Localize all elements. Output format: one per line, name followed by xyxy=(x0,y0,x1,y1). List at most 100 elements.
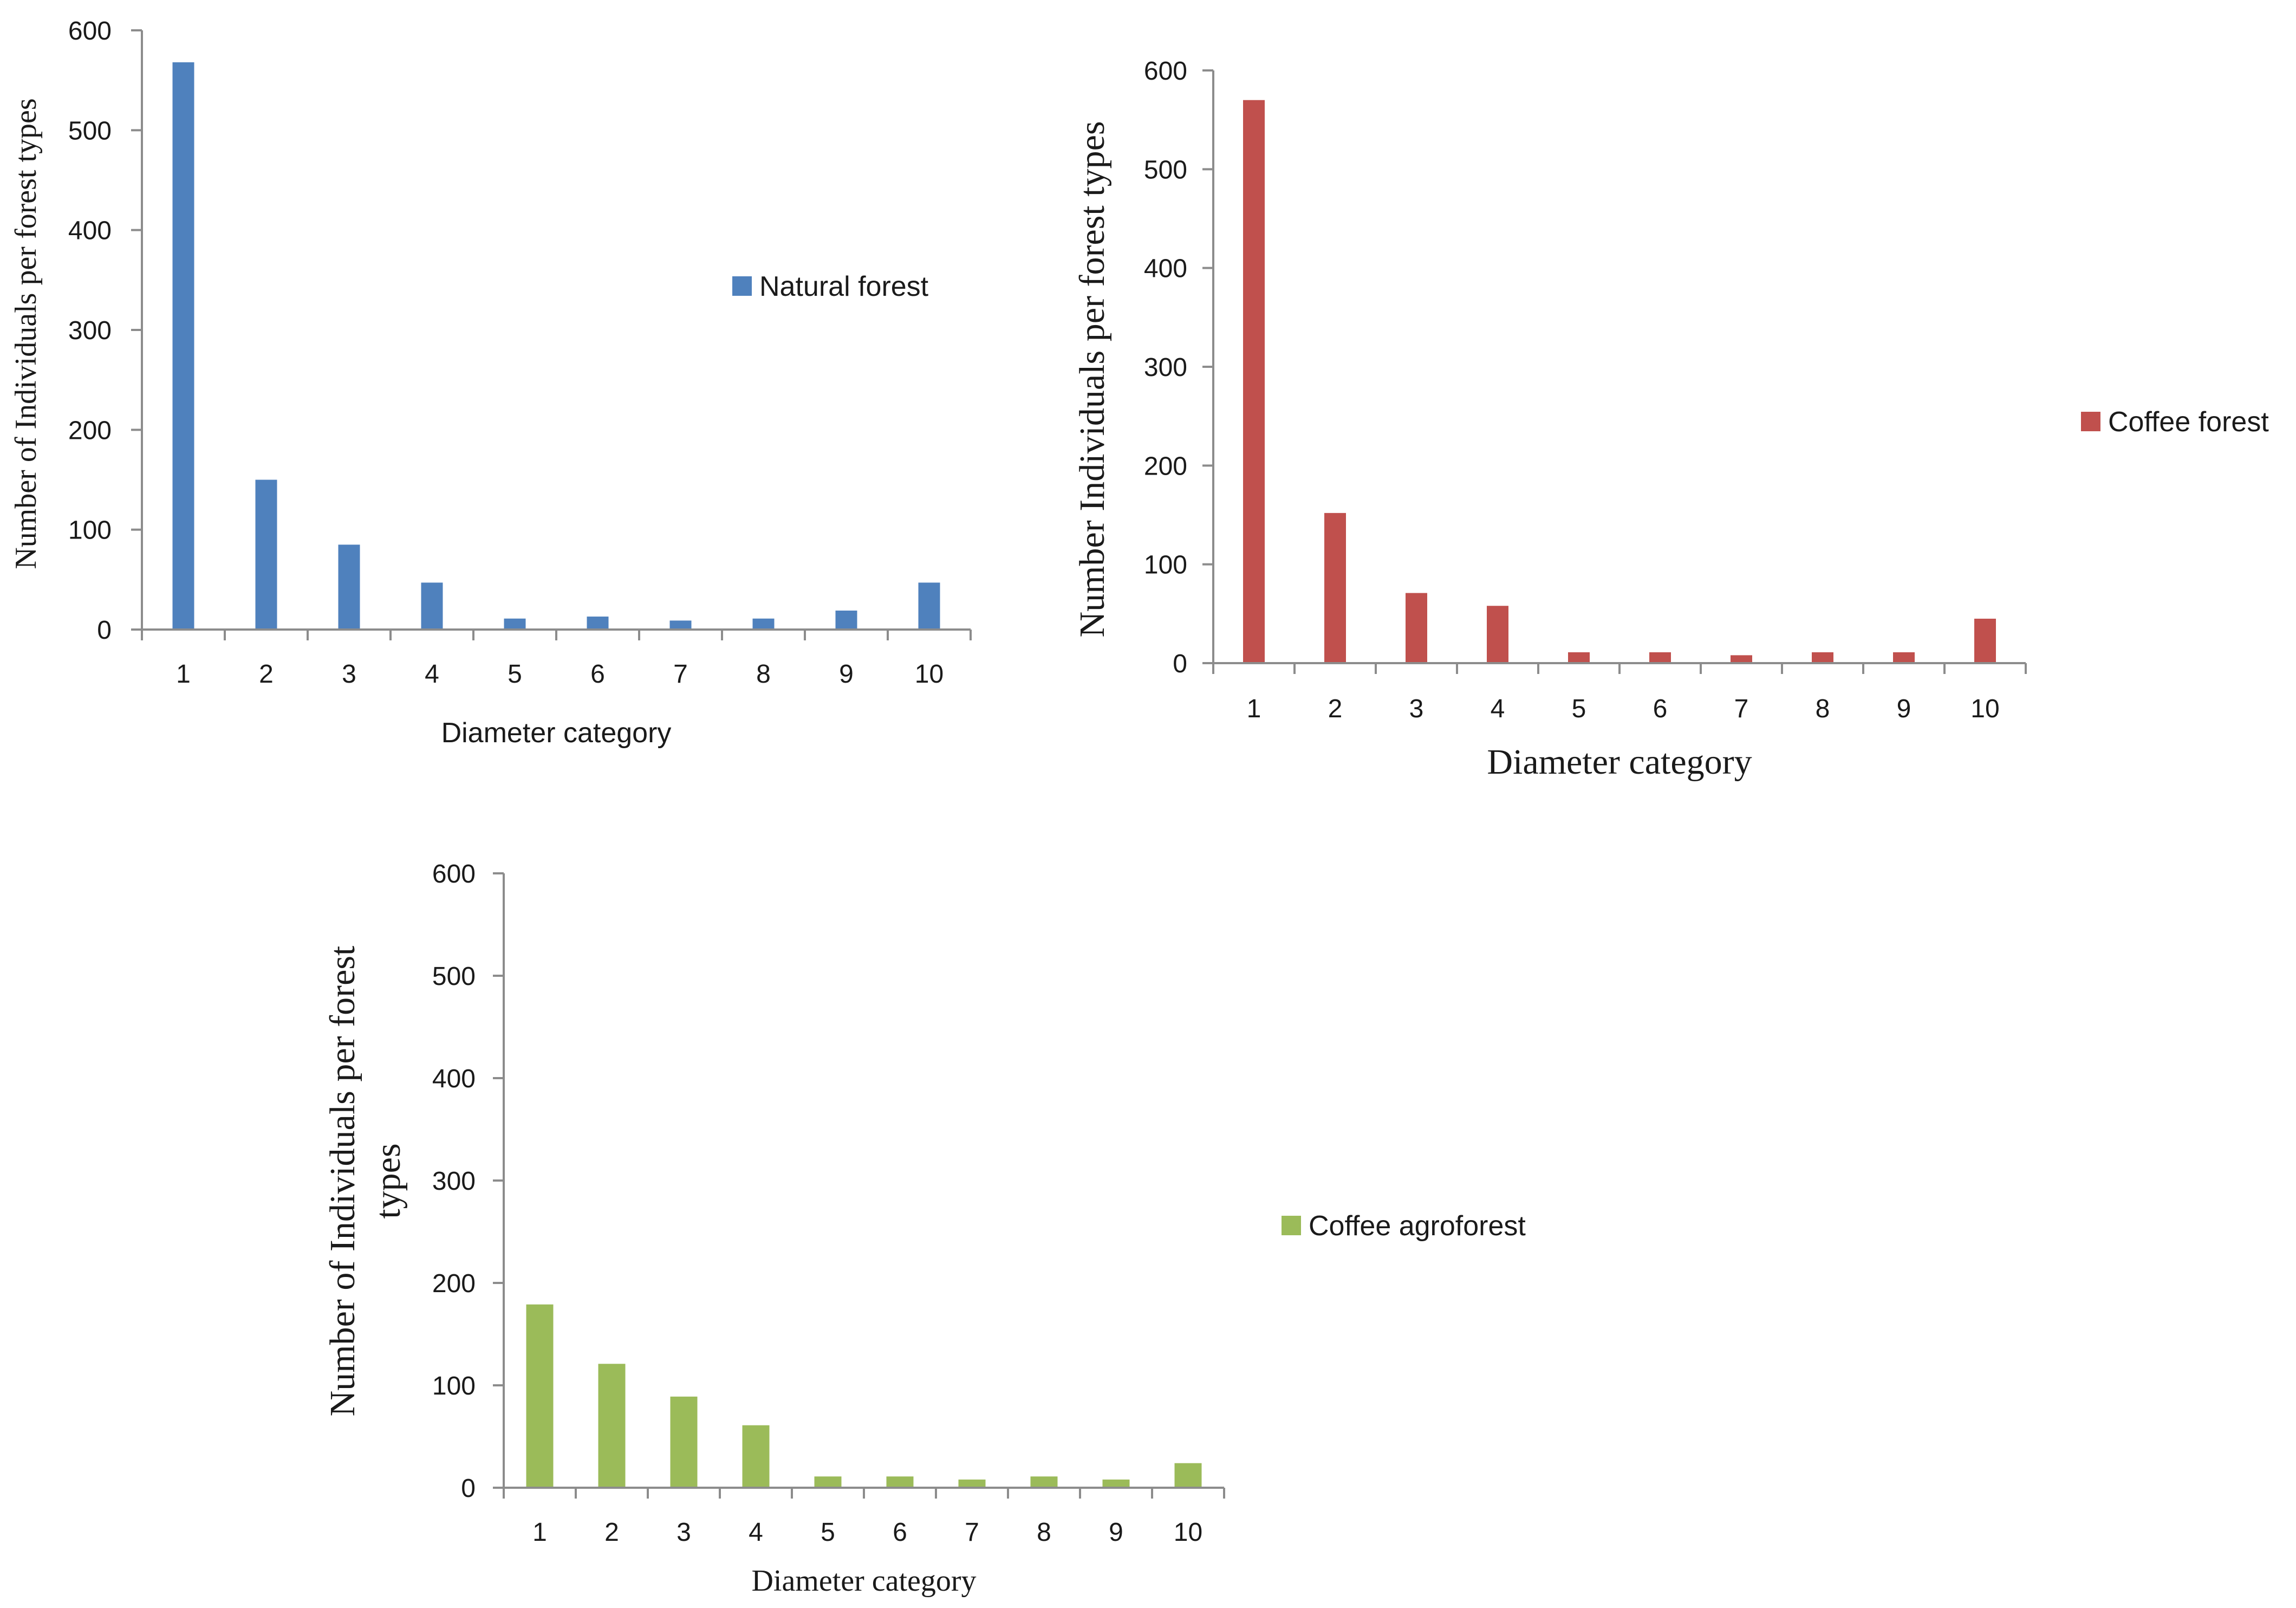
legend-label: Coffee agroforest xyxy=(1309,1210,1526,1242)
y-axis-title: Number Individuals per forest types xyxy=(1072,121,1112,637)
bar-10 xyxy=(918,582,940,630)
x-tick-label: 6 xyxy=(893,1518,907,1547)
y-tick-label: 300 xyxy=(432,1167,476,1196)
legend-label: Coffee forest xyxy=(2108,406,2269,438)
chart-panel-2: 0 100 200 300 400 500 600 1 2 3 4 5 6 7 8 9 10 Diameter c… xyxy=(1072,57,2269,782)
y-tick-label: 200 xyxy=(1144,452,1187,481)
x-tick-label: 9 xyxy=(1109,1518,1123,1547)
bar-10 xyxy=(1174,1463,1202,1488)
bar-8 xyxy=(1030,1476,1058,1488)
bar-8 xyxy=(752,618,775,630)
bar-6 xyxy=(1649,652,1671,663)
bar-5 xyxy=(504,618,526,630)
legend-swatch xyxy=(1282,1216,1301,1235)
x-tick-label: 2 xyxy=(604,1518,619,1547)
x-tick-label: 5 xyxy=(1572,695,1586,723)
legend: Coffee agroforest xyxy=(1282,1210,1526,1242)
x-tick-label: 1 xyxy=(176,660,191,689)
bar-7 xyxy=(958,1479,986,1488)
y-tick-label: 200 xyxy=(432,1269,476,1298)
x-tick-label: 10 xyxy=(1174,1518,1202,1547)
y-tick-label: 600 xyxy=(68,17,112,46)
y-tick-label: 500 xyxy=(1144,155,1187,184)
legend-label: Natural forest xyxy=(759,271,929,302)
x-tick-label: 2 xyxy=(259,660,274,689)
bar-4 xyxy=(421,582,443,630)
bar-6 xyxy=(587,617,609,630)
y-tick-label: 600 xyxy=(432,860,476,889)
y-axis-title-line-2: types xyxy=(368,1143,408,1218)
x-tick-label: 8 xyxy=(756,660,771,689)
x-tick-label: 10 xyxy=(915,660,944,689)
y-tick-label: 600 xyxy=(1144,57,1187,86)
bar-1 xyxy=(526,1304,554,1488)
legend: Coffee forest xyxy=(2081,406,2269,438)
x-tick-label: 7 xyxy=(965,1518,979,1547)
x-axis-title: Diameter category xyxy=(441,717,672,749)
y-tick-label: 100 xyxy=(432,1372,476,1400)
x-tick-label: 7 xyxy=(1734,695,1749,723)
bar-5 xyxy=(1568,652,1590,663)
x-tick-label: 4 xyxy=(425,660,439,689)
bar-6 xyxy=(886,1476,914,1488)
bar-8 xyxy=(1812,652,1833,663)
y-tick-label: 100 xyxy=(1144,551,1187,580)
x-tick-label: 1 xyxy=(1247,695,1261,723)
x-tick-label: 7 xyxy=(673,660,688,689)
x-tick-label: 4 xyxy=(1491,695,1505,723)
x-tick-label: 3 xyxy=(1409,695,1424,723)
x-tick-label: 9 xyxy=(1897,695,1911,723)
bar-9 xyxy=(1893,652,1915,663)
x-tick-label: 4 xyxy=(749,1518,763,1547)
bar-3 xyxy=(1406,593,1427,663)
bar-1 xyxy=(1243,100,1265,664)
x-tick-label: 5 xyxy=(508,660,522,689)
x-tick-label: 5 xyxy=(821,1518,835,1547)
chart-panel-1: 0 100 200 300 400 500 600 1 2 3 4 5 6 7 8 9 10 Diameter c… xyxy=(9,17,972,749)
x-tick-label: 2 xyxy=(1328,695,1343,723)
legend-swatch xyxy=(732,276,752,296)
bar-2 xyxy=(598,1364,626,1488)
x-tick-label: 3 xyxy=(342,660,356,689)
chart-panel-3: 0 100 200 300 400 500 600 1 2 3 4 5 6 7 8 9 10 Diameter c… xyxy=(323,860,1526,1598)
y-tick-label: 400 xyxy=(1144,255,1187,283)
bar-1 xyxy=(172,62,194,630)
y-tick-label: 400 xyxy=(432,1065,476,1093)
bar-7 xyxy=(1731,655,1752,663)
y-tick-label: 100 xyxy=(68,516,112,545)
x-tick-label: 6 xyxy=(1653,695,1668,723)
bar-10 xyxy=(1974,618,1996,663)
bar-2 xyxy=(1324,513,1346,663)
x-axis-title: Diameter category xyxy=(751,1564,976,1598)
y-tick-label: 300 xyxy=(68,316,112,345)
bar-5 xyxy=(814,1476,842,1488)
x-tick-label: 3 xyxy=(677,1518,691,1547)
x-tick-label: 10 xyxy=(1970,695,1999,723)
bar-3 xyxy=(670,1396,698,1488)
x-tick-label: 8 xyxy=(1816,695,1830,723)
y-tick-label: 500 xyxy=(432,962,476,991)
y-tick-label: 0 xyxy=(461,1474,476,1503)
y-tick-label: 400 xyxy=(68,217,112,245)
bar-9 xyxy=(1102,1479,1130,1488)
bar-7 xyxy=(669,620,692,630)
bar-4 xyxy=(742,1425,770,1488)
y-tick-label: 0 xyxy=(97,616,112,645)
y-axis-title-line-1: Number of Individuals per forest xyxy=(323,946,362,1417)
y-axis-title: Number of Individuals per forest types xyxy=(9,98,43,569)
bar-3 xyxy=(338,544,360,630)
y-axis-title: Number of Individuals per forest types xyxy=(323,946,408,1417)
y-tick-label: 500 xyxy=(68,116,112,145)
bar-9 xyxy=(835,610,857,630)
x-tick-label: 9 xyxy=(839,660,854,689)
y-tick-label: 300 xyxy=(1144,353,1187,382)
x-tick-label: 6 xyxy=(590,660,605,689)
legend-swatch xyxy=(2081,412,2100,431)
legend: Natural forest xyxy=(732,271,929,302)
y-tick-label: 200 xyxy=(68,416,112,445)
x-tick-label: 8 xyxy=(1037,1518,1051,1547)
bar-2 xyxy=(255,479,277,630)
x-axis-title: Diameter category xyxy=(1487,742,1752,782)
y-tick-label: 0 xyxy=(1173,650,1187,678)
